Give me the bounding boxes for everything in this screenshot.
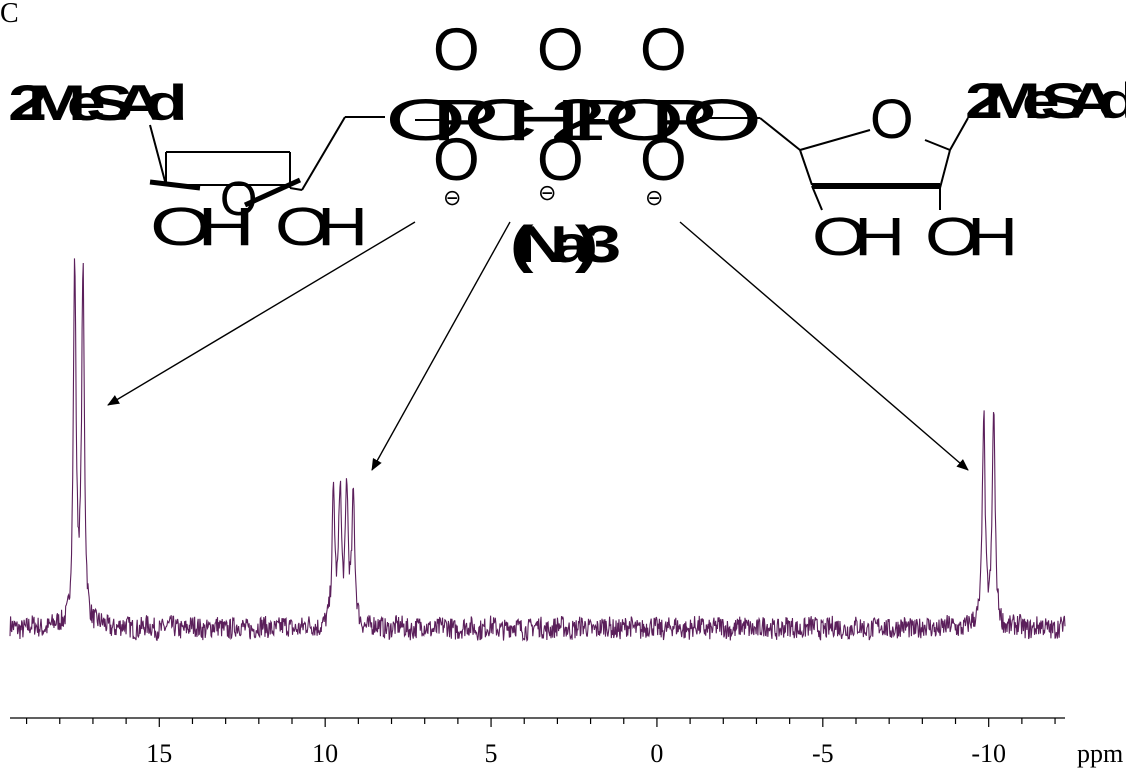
right-ring-oxygen: O	[870, 87, 914, 150]
figure-label: C	[0, 0, 19, 29]
x-axis-ticks: 15 10 5 0 -5 -10	[25, 718, 1056, 768]
chemical-structure: 2MeSAd O OH OH O P CH2 P O P O O O O O O	[8, 16, 1126, 274]
left-sugar-ring	[149, 116, 385, 208]
right-hydroxyl-2: OH	[925, 207, 1013, 267]
top-oxygen-2: O	[537, 16, 584, 83]
bottom-oxygen-1: O	[433, 126, 480, 193]
bridge-bonds	[415, 117, 801, 151]
arrow-right-phosphorus	[679, 221, 969, 471]
arrow-left-phosphorus	[107, 221, 416, 406]
x-tick-label: 10	[312, 739, 338, 768]
x-tick-label: 15	[146, 739, 172, 768]
left-hydroxyl-2: OH	[275, 197, 363, 257]
left-base-label: 2MeSAd	[8, 75, 184, 131]
x-axis: 15 10 5 0 -5 -10 ppm	[10, 717, 1123, 768]
assignment-arrows	[107, 221, 969, 471]
right-sugar-ring	[799, 117, 969, 211]
top-oxygen-3: O	[640, 16, 687, 83]
bottom-oxygen-2: O	[537, 126, 584, 193]
spectrum-plot	[9, 258, 1066, 643]
right-hydroxyl-1: OH	[812, 207, 900, 267]
top-oxygen-1: O	[433, 16, 480, 83]
left-hydroxyl-1: OH	[150, 197, 249, 257]
x-tick-label: -5	[812, 739, 834, 768]
charge-2: ⊖	[538, 180, 556, 205]
spectrum-trace	[9, 258, 1066, 643]
x-tick-label: 5	[485, 739, 498, 768]
charge-1: ⊖	[443, 185, 461, 210]
x-tick-label: -10	[971, 739, 1006, 768]
arrow-middle-phosphorus	[371, 221, 511, 471]
left-ring-oxygen: O	[220, 173, 257, 226]
x-axis-unit: ppm	[1077, 739, 1123, 768]
bottom-oxygen-3: O	[640, 126, 687, 193]
x-tick-label: 0	[650, 739, 663, 768]
phosphate-bridge: O P CH2 P O P O	[385, 88, 759, 153]
right-base-label: 2MeSAd	[965, 73, 1126, 129]
counterion: (Na)3	[510, 216, 620, 274]
charge-3: ⊖	[645, 185, 663, 210]
